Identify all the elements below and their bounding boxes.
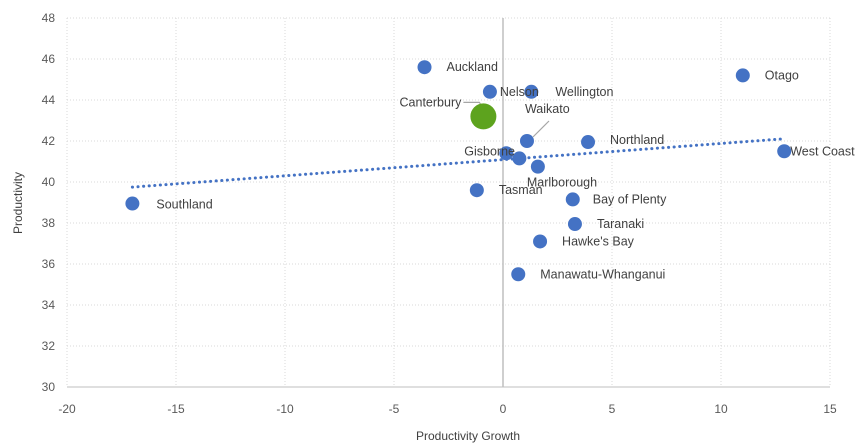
x-axis-label: Productivity Growth [416, 429, 520, 443]
x-tick-label: -15 [167, 402, 185, 416]
data-point-hawke-s-bay [533, 234, 548, 249]
point-label: West Coast [790, 144, 855, 158]
y-axis-label: Productivity [11, 172, 25, 234]
x-tick-label: 10 [714, 402, 728, 416]
data-point-marlborough [530, 159, 545, 174]
y-tick-label: 34 [42, 298, 56, 312]
data-points [125, 60, 792, 282]
y-tick-label: 30 [42, 380, 56, 394]
point-label: Manawatu-Whanganui [540, 267, 665, 281]
data-point-southland [125, 196, 140, 211]
point-label: Waikato [525, 102, 570, 116]
point-label: Marlborough [527, 176, 597, 190]
point-label: Tasman [499, 183, 543, 197]
data-point-tasman [469, 183, 484, 198]
point-label: Nelson [500, 85, 539, 99]
y-tick-label: 36 [42, 257, 56, 271]
x-tick-label: -5 [389, 402, 400, 416]
data-point-manawatu-whanganui [511, 267, 526, 282]
y-tick-label: 40 [42, 175, 56, 189]
point-label: Hawke's Bay [562, 234, 635, 248]
x-tick-label: 0 [500, 402, 507, 416]
data-point-canterbury [470, 103, 497, 130]
data-point-auckland [417, 60, 432, 75]
tick-labels: -20 -15 -10 -5 0 5 10 15 30 32 34 36 38 40 42 44 46 48 [42, 11, 837, 416]
x-tick-label: -20 [58, 402, 76, 416]
point-label: Bay of Plenty [593, 192, 667, 206]
axes [67, 18, 830, 388]
data-point-bay-of-plenty [565, 192, 580, 207]
point-label: Otago [765, 68, 799, 82]
x-tick-label: -10 [276, 402, 294, 416]
y-tick-label: 32 [42, 339, 56, 353]
point-label: Auckland [447, 60, 498, 74]
data-point-unlabeled [512, 151, 527, 166]
y-tick-label: 44 [42, 93, 56, 107]
data-point-waikato [519, 134, 534, 148]
y-tick-label: 42 [42, 134, 56, 148]
point-label: Gisborne [464, 144, 515, 158]
point-label: Canterbury [400, 95, 463, 109]
data-point-gisborne [499, 146, 514, 161]
trendline-group [130, 137, 784, 189]
data-point-otago [735, 68, 750, 83]
data-point-northland [581, 135, 596, 150]
leader-line [532, 120, 550, 138]
data-point-taranaki [567, 217, 582, 232]
y-tick-label: 46 [42, 52, 56, 66]
point-label: Southland [156, 198, 212, 212]
point-label: Northland [610, 133, 664, 147]
point-label: Taranaki [597, 217, 644, 231]
x-tick-label: 5 [609, 402, 616, 416]
point-label: Wellington [555, 85, 613, 99]
y-tick-label: 38 [42, 216, 56, 230]
x-tick-label: 15 [823, 402, 837, 416]
data-point-wellington [524, 84, 539, 99]
data-point-nelson [482, 84, 497, 99]
trendline [130, 137, 784, 189]
y-tick-label: 48 [42, 11, 56, 25]
data-point-west-coast [777, 144, 792, 159]
